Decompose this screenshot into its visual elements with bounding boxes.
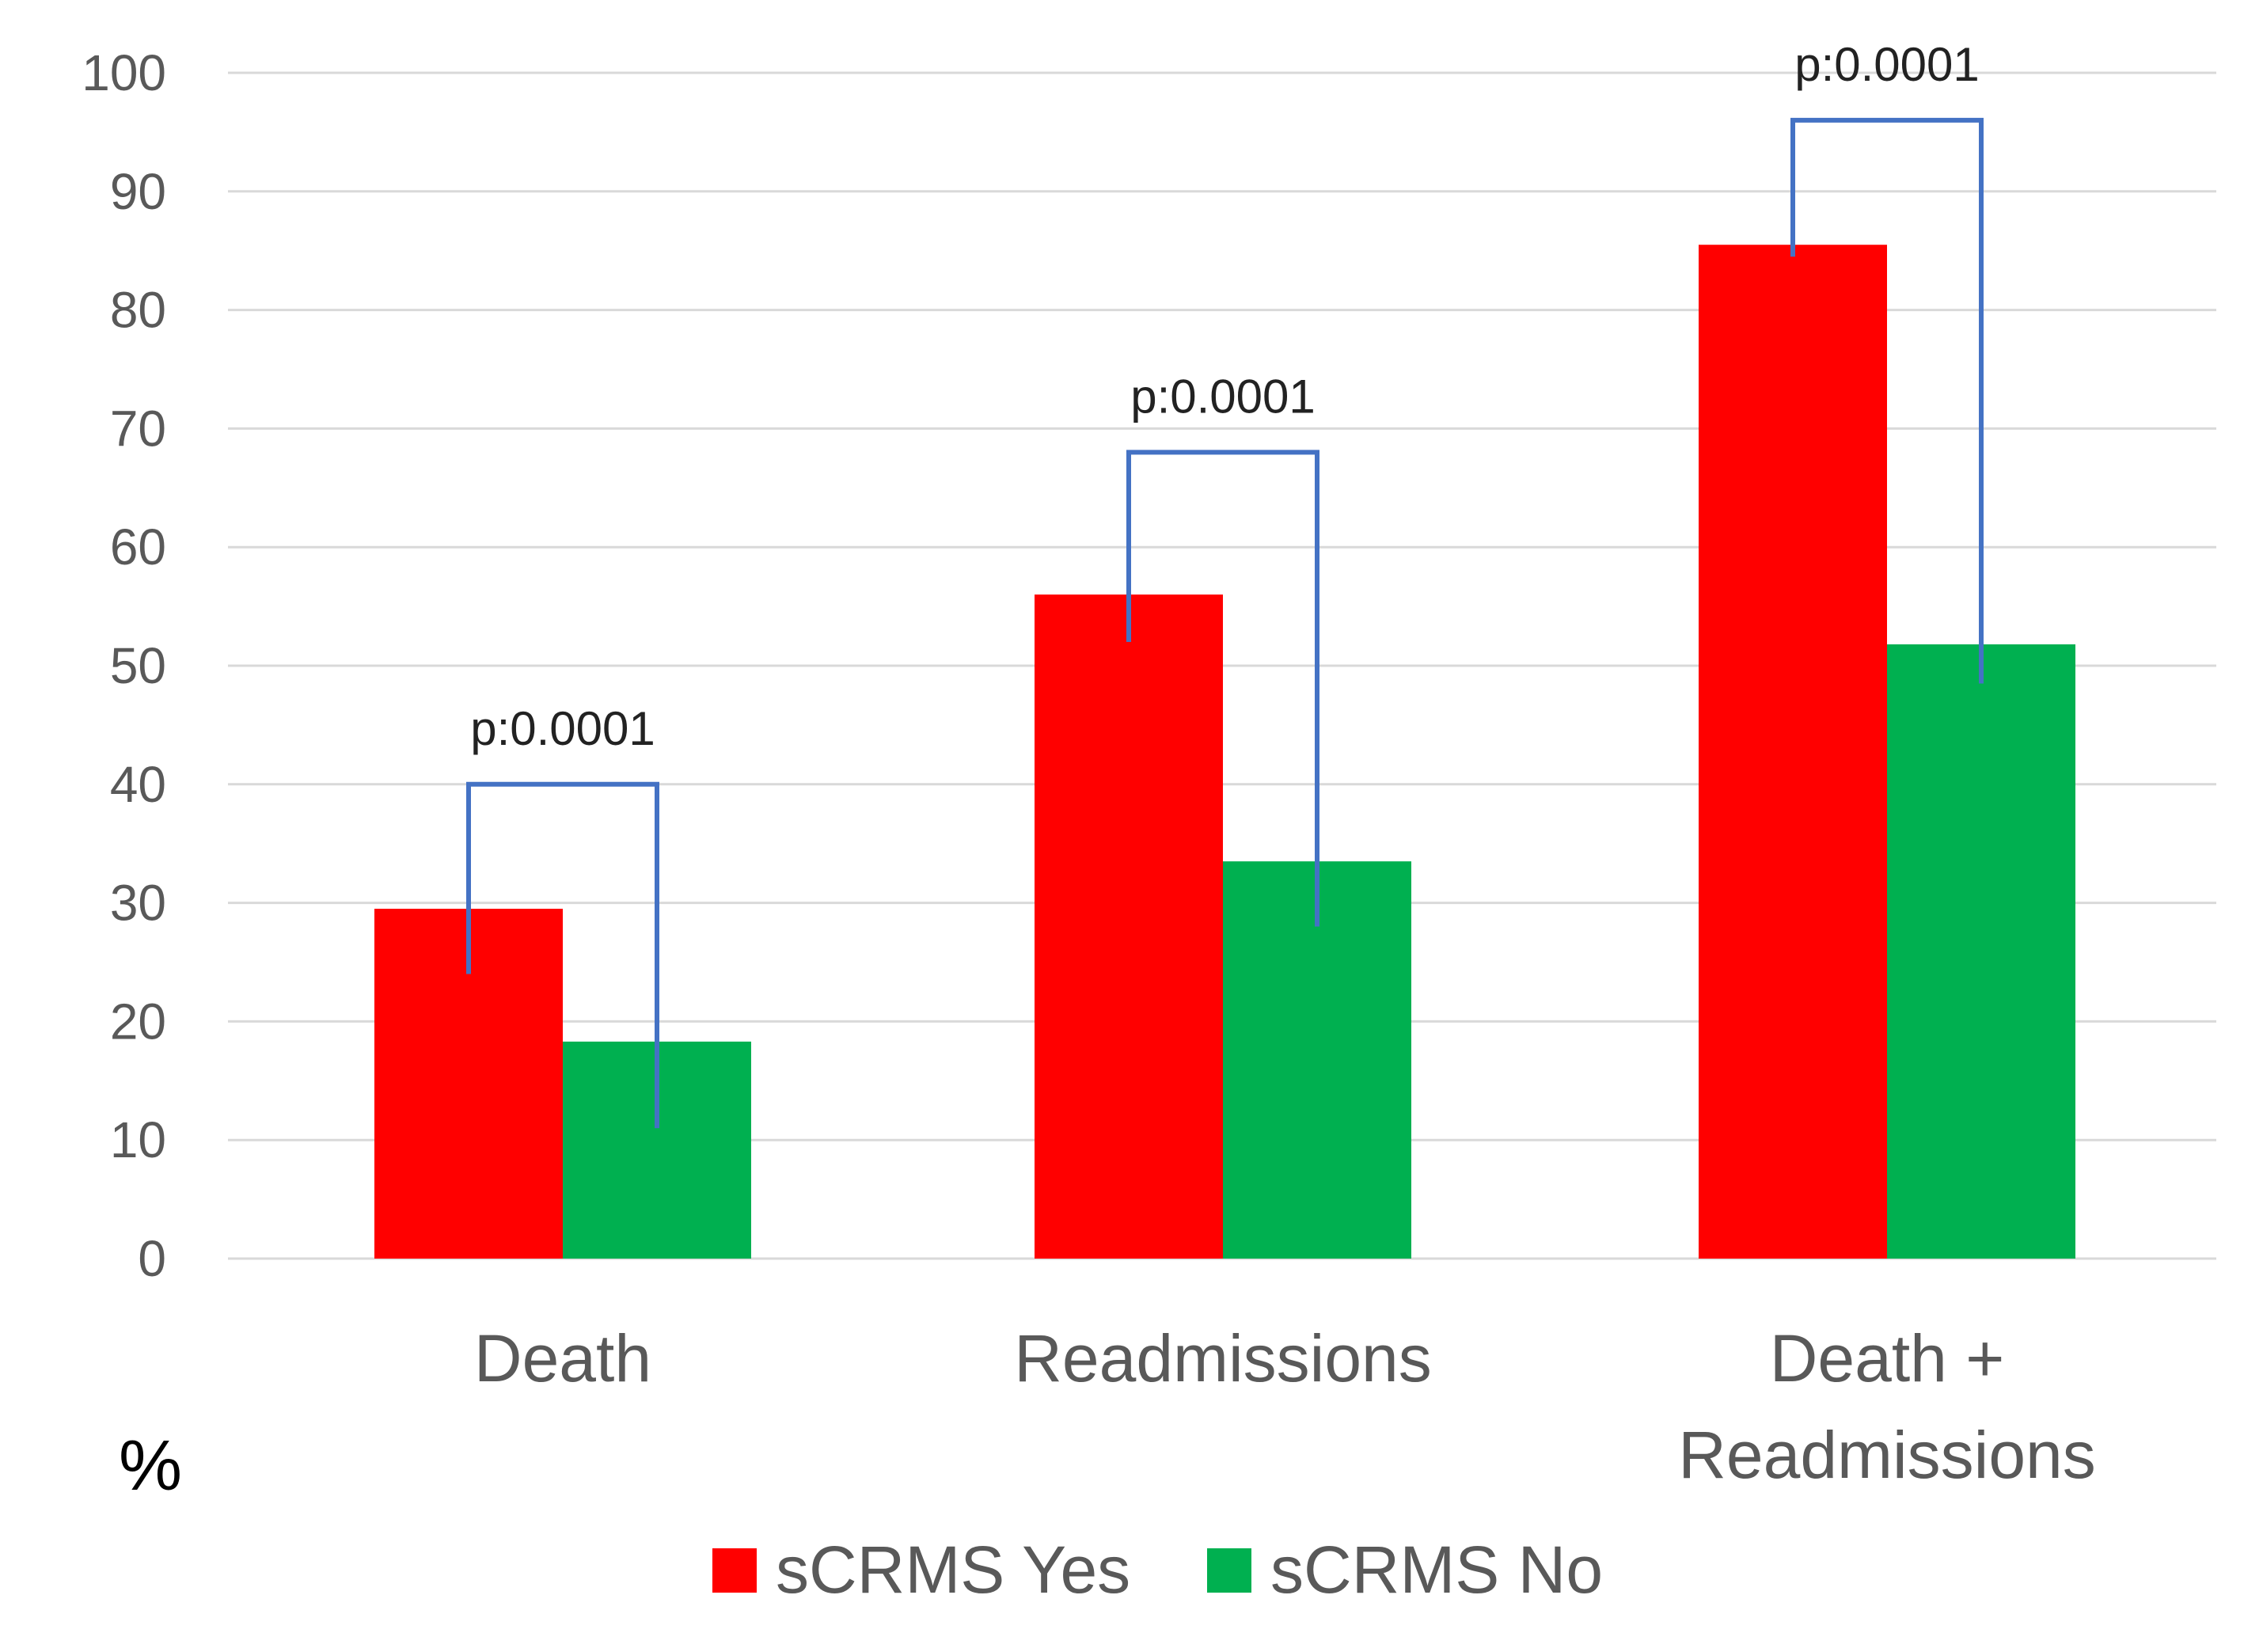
p-value-label: p:0.0001 [470,702,655,755]
bar-scrms-yes-2 [1699,245,1887,1259]
bar-scrms-no-2 [1887,644,2075,1259]
x-category-label-line: Readmissions [1014,1321,1432,1396]
x-category-label: Death + Readmissions [1678,1321,2096,1492]
y-tick-label: 10 [110,1111,166,1168]
y-tick-label: 50 [110,637,166,694]
x-category-label: Readmissions [1014,1321,1432,1396]
bar-scrms-yes-1 [1035,594,1223,1259]
bracket-layer: p:0.0001 p:0.0001 p:0.0001 [466,38,1984,1129]
p-value-label: p:0.0001 [1794,38,1980,91]
y-tick-label: 100 [82,44,166,101]
legend: sCRMS Yes sCRMS No [712,1532,1603,1607]
legend-swatch-scrms-yes [712,1548,757,1593]
legend-label-scrms-no: sCRMS No [1270,1532,1603,1607]
y-tick-label: 70 [110,400,166,457]
x-category-label-line: Death [474,1321,651,1396]
y-tick-label: 60 [110,518,166,575]
y-axis-unit-label: % [119,1426,182,1506]
y-tick-label: 80 [110,282,166,339]
x-category-label-line: Death + [1770,1321,2005,1396]
y-tick-label: 30 [110,875,166,932]
bar-layer [374,245,2075,1259]
y-tick-label: 20 [110,993,166,1050]
legend-swatch-scrms-no [1207,1548,1251,1593]
bar-scrms-no-1 [1223,861,1411,1259]
legend-label-scrms-yes: sCRMS Yes [776,1532,1130,1607]
significance-bracket [1790,117,1984,684]
y-tick-label: 90 [110,163,166,220]
y-tick-label: 40 [110,756,166,813]
x-category-label: Death [474,1321,651,1396]
p-value-label: p:0.0001 [1130,370,1316,423]
y-tick-label: 0 [138,1230,166,1287]
significance-bracket [1126,450,1319,927]
x-category-label-line: Readmissions [1678,1418,2096,1492]
significance-bracket [466,781,659,1129]
